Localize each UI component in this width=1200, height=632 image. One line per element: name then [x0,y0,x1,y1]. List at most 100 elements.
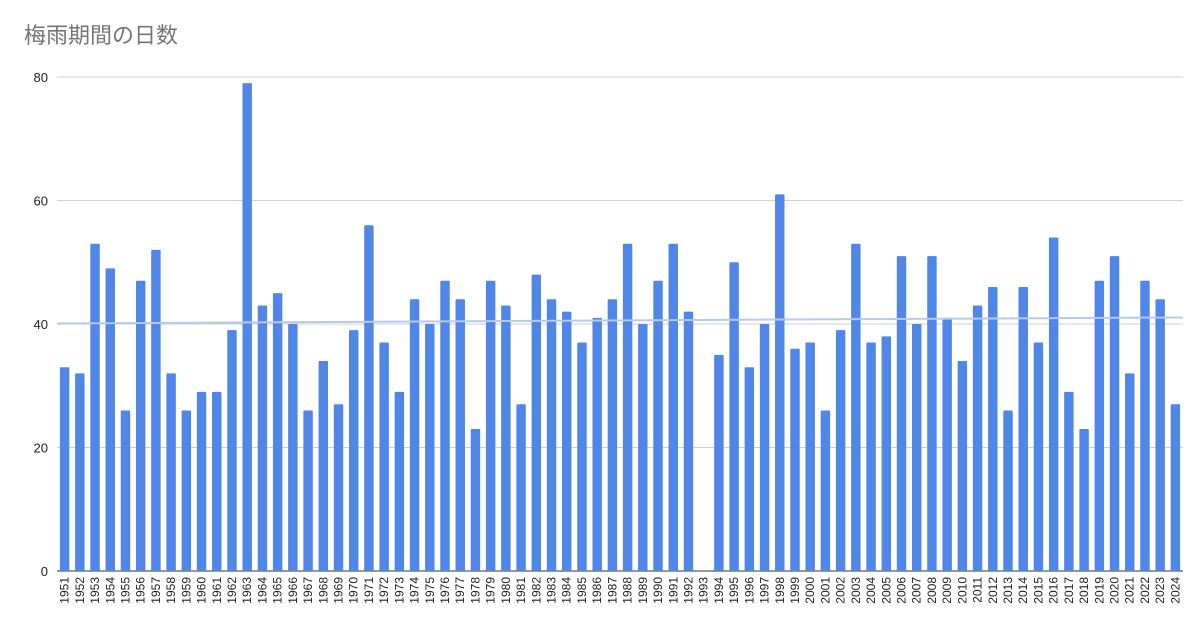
x-tick-label: 2011 [971,577,985,603]
x-tick-label: 2008 [925,577,939,604]
bar-1979 [485,280,496,571]
bar-2018 [1079,428,1089,571]
bar-2000 [805,342,815,571]
bar-1964 [257,305,268,571]
bar-1983 [546,299,557,571]
x-tick-label: 2023 [1153,577,1167,604]
bar-2022 [1140,280,1150,571]
x-tick-label: 1990 [651,577,665,604]
x-tick-label: 2020 [1108,577,1122,604]
x-tick-label: 2018 [1077,577,1091,604]
bar-2007 [911,324,922,571]
x-tick-label: 2024 [1168,577,1182,604]
x-tick-label: 1986 [590,577,604,604]
x-tick-label: 2000 [803,577,817,604]
bar-1974 [409,299,420,571]
bar-2004 [866,342,876,571]
x-tick-label: 1970 [347,577,361,604]
bar-2014 [1018,286,1028,571]
x-tick-label: 2005 [879,577,893,604]
y-tick-label: 0 [41,564,48,579]
bar-2024 [1170,404,1181,571]
x-tick-label: 1953 [88,577,102,604]
bar-1981 [516,404,526,571]
bar-1986 [592,317,602,571]
trendline-line [56,316,1184,325]
bar-1977 [455,299,465,571]
bar-1956 [135,280,146,571]
x-tick-label: 1998 [773,577,787,604]
x-axis-ticks: 1951 1952 1953 1954 1955 1956 1957 1958 1959 1960… [58,577,1183,604]
bar-1978 [470,428,481,571]
x-tick-label: 1981 [514,577,528,604]
bar-2012 [988,286,998,571]
x-tick-label: 2004 [864,577,878,604]
bar-1997 [759,324,770,571]
x-tick-label: 2017 [1062,577,1076,604]
x-tick-label: 1988 [621,577,635,604]
chart-title: 梅雨期間の日数 [24,24,179,49]
bar-2008 [927,256,937,571]
bar-2021 [1125,373,1135,571]
x-tick-label: 2014 [1016,577,1030,604]
x-tick-label: 2007 [910,577,924,604]
bar-2003 [851,243,861,571]
bar-1952 [75,373,85,571]
bar-1995 [729,262,739,571]
x-tick-label: 1980 [499,577,513,604]
bar-2006 [896,256,907,571]
bar-2020 [1109,256,1120,571]
x-tick-label: 1968 [316,577,330,604]
bar-2009 [942,317,952,571]
bar-1984 [562,311,572,571]
bar-1965 [272,293,283,571]
x-tick-label: 1989 [636,577,650,604]
x-tick-label: 1985 [575,577,589,604]
x-tick-label: 2015 [1031,577,1045,604]
x-tick-label: 1996 [742,577,756,604]
bar-2002 [835,330,846,571]
bars [59,83,1181,572]
bar-1957 [151,249,161,571]
x-tick-label: 1963 [240,577,254,604]
bar-2015 [1033,342,1044,571]
bar-1987 [607,299,618,571]
bar-1985 [577,342,587,571]
x-tick-label: 1976 [438,577,452,604]
bar-1967 [303,410,313,571]
x-tick-label: 2019 [1092,577,1106,604]
bar-1962 [227,330,237,571]
x-tick-label: 1967 [301,577,315,604]
bar-1959 [181,410,192,571]
x-tick-label: 2006 [895,577,909,604]
y-tick-label: 40 [34,317,48,332]
x-tick-label: 1959 [179,577,193,604]
x-tick-label: 1999 [788,577,802,604]
x-tick-label: 2016 [1047,577,1061,604]
bar-1963 [242,83,252,572]
bar-2023 [1155,299,1165,571]
bar-1996 [744,367,755,571]
bar-1960 [196,391,207,571]
bar-1973 [394,391,405,571]
x-tick-label: 1954 [103,577,117,604]
bar-1951 [59,367,70,571]
bar-1975 [425,324,435,571]
x-tick-label: 1987 [605,577,619,604]
x-tick-label: 1995 [727,577,741,604]
x-tick-label: 2003 [849,577,863,604]
bar-2001 [820,410,831,571]
x-tick-label: 1984 [560,577,574,604]
bar-1971 [364,225,374,571]
bar-1958 [166,373,176,571]
x-tick-label: 1971 [362,577,376,604]
x-tick-label: 1958 [164,577,178,604]
bar-1953 [90,243,100,571]
bar-2010 [957,361,968,571]
x-tick-label: 1964 [255,577,269,604]
bar-1966 [288,324,298,571]
bar-1954 [105,268,115,571]
bar-1999 [790,348,800,571]
x-tick-label: 1956 [134,577,148,604]
